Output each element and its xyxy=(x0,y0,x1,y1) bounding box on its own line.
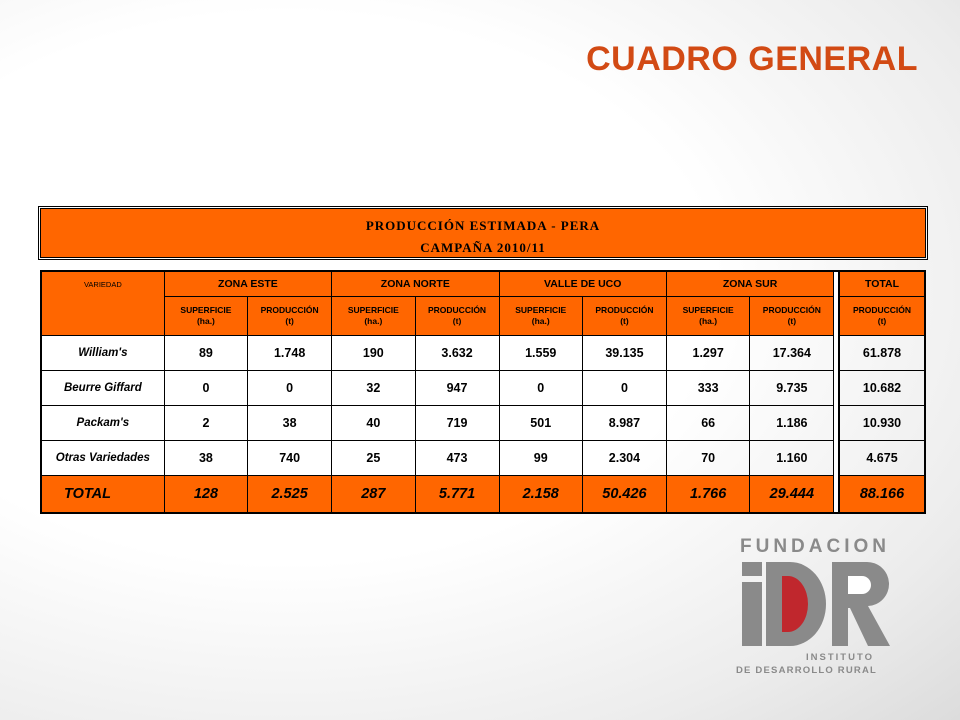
production-table: VARIEDAD ZONA ESTE ZONA NORTE VALLE DE U… xyxy=(40,270,926,514)
total-cell: 5.771 xyxy=(415,476,500,512)
production-subheader: PRODUCCIÓN (t) xyxy=(750,297,835,336)
table-cell: 70 xyxy=(666,441,751,476)
table-cell: 947 xyxy=(415,371,500,406)
table-cell: 38 xyxy=(248,406,333,441)
table-cell: 333 xyxy=(666,371,751,406)
table-row: Packam's 2 38 40 719 501 8.987 66 1.186 … xyxy=(42,406,924,441)
logo-line1: INSTITUTO xyxy=(806,652,874,663)
total-row: TOTAL 128 2.525 287 5.771 2.158 50.426 1… xyxy=(42,476,924,512)
banner-subtitle: CAMPAÑA 2010/11 xyxy=(420,240,546,255)
logo-line2: DE DESARROLLO RURAL xyxy=(736,665,877,676)
row-label: Packam's xyxy=(42,406,165,441)
table-cell: 719 xyxy=(415,406,500,441)
table-cell: 501 xyxy=(499,406,583,441)
total-cell: 1.766 xyxy=(666,476,751,512)
row-total-cell: 10.682 xyxy=(840,371,924,406)
table-cell: 0 xyxy=(582,371,667,406)
table-cell: 99 xyxy=(499,441,583,476)
logo-d-inner xyxy=(782,576,808,632)
table-cell: 89 xyxy=(164,336,249,371)
grand-total-cell: 88.166 xyxy=(840,476,924,512)
logo-i-stem xyxy=(742,582,762,646)
total-cell: 50.426 xyxy=(582,476,667,512)
table-cell: 1.748 xyxy=(248,336,333,371)
table-cell: 38 xyxy=(164,441,249,476)
total-cell: 287 xyxy=(332,476,416,512)
zone-header: ZONA ESTE xyxy=(164,272,333,297)
surface-subheader: SUPERFICIE (ha.) xyxy=(164,297,249,336)
fundacion-idr-logo: FUNDACION INSTITUTO DE DESARROLLO RURAL xyxy=(736,536,890,676)
table-cell: 66 xyxy=(666,406,751,441)
total-cell: 2.525 xyxy=(248,476,333,512)
total-cell: 128 xyxy=(164,476,249,512)
table-cell: 2.304 xyxy=(582,441,667,476)
row-total-cell: 61.878 xyxy=(840,336,924,371)
banner-title: PRODUCCIÓN ESTIMADA - PERA xyxy=(365,218,601,233)
table-cell: 2 xyxy=(164,406,249,441)
variety-header: VARIEDAD xyxy=(42,272,165,336)
surface-subheader: SUPERFICIE (ha.) xyxy=(332,297,416,336)
table-cell: 0 xyxy=(248,371,333,406)
production-subheader: PRODUCCIÓN (t) xyxy=(248,297,333,336)
row-total-cell: 10.930 xyxy=(840,406,924,441)
table-cell: 0 xyxy=(164,371,249,406)
logo-top-text: FUNDACION xyxy=(740,536,890,557)
table-cell: 1.160 xyxy=(750,441,835,476)
table-cell: 39.135 xyxy=(582,336,667,371)
table-cell: 3.632 xyxy=(415,336,500,371)
production-subheader: PRODUCCIÓN (t) xyxy=(582,297,667,336)
table-row: Beurre Giffard 0 0 32 947 0 0 333 9.735 … xyxy=(42,371,924,406)
table-cell: 190 xyxy=(332,336,416,371)
logo-r-shape xyxy=(832,561,890,646)
row-label: William's xyxy=(42,336,165,371)
table-banner: PRODUCCIÓN ESTIMADA - PERA CAMPAÑA 2010/… xyxy=(38,206,928,260)
production-subheader: PRODUCCIÓN (t) xyxy=(415,297,500,336)
zone-header: ZONA SUR xyxy=(666,272,835,297)
page-title: CUADRO GENERAL xyxy=(586,40,918,78)
table-cell: 17.364 xyxy=(750,336,835,371)
table-cell: 8.987 xyxy=(582,406,667,441)
logo-i-dot xyxy=(742,562,762,576)
table-cell: 1.297 xyxy=(666,336,751,371)
table-cell: 32 xyxy=(332,371,416,406)
table-cell: 40 xyxy=(332,406,416,441)
zone-header: VALLE DE UCO xyxy=(499,272,667,297)
table-cell: 473 xyxy=(415,441,500,476)
table-cell: 1.559 xyxy=(499,336,583,371)
table-cell: 25 xyxy=(332,441,416,476)
zone-header: ZONA NORTE xyxy=(332,272,500,297)
table-row: William's 89 1.748 190 3.632 1.559 39.13… xyxy=(42,336,924,371)
row-total-cell: 4.675 xyxy=(840,441,924,476)
total-cell: 2.158 xyxy=(499,476,583,512)
total-production-subheader: PRODUCCIÓN (t) xyxy=(840,297,924,336)
logo-r-counter xyxy=(848,576,871,594)
table-row: Otras Variedades 38 740 25 473 99 2.304 … xyxy=(42,441,924,476)
total-cell: 29.444 xyxy=(750,476,835,512)
surface-subheader: SUPERFICIE (ha.) xyxy=(499,297,583,336)
table-cell: 740 xyxy=(248,441,333,476)
row-label: Beurre Giffard xyxy=(42,371,165,406)
table-cell: 0 xyxy=(499,371,583,406)
table-cell: 9.735 xyxy=(750,371,835,406)
table-cell: 1.186 xyxy=(750,406,835,441)
total-row-label: TOTAL xyxy=(42,476,165,512)
surface-subheader: SUPERFICIE (ha.) xyxy=(666,297,751,336)
row-label: Otras Variedades xyxy=(42,441,165,476)
total-header: TOTAL xyxy=(840,272,924,297)
column-gap xyxy=(834,272,841,512)
